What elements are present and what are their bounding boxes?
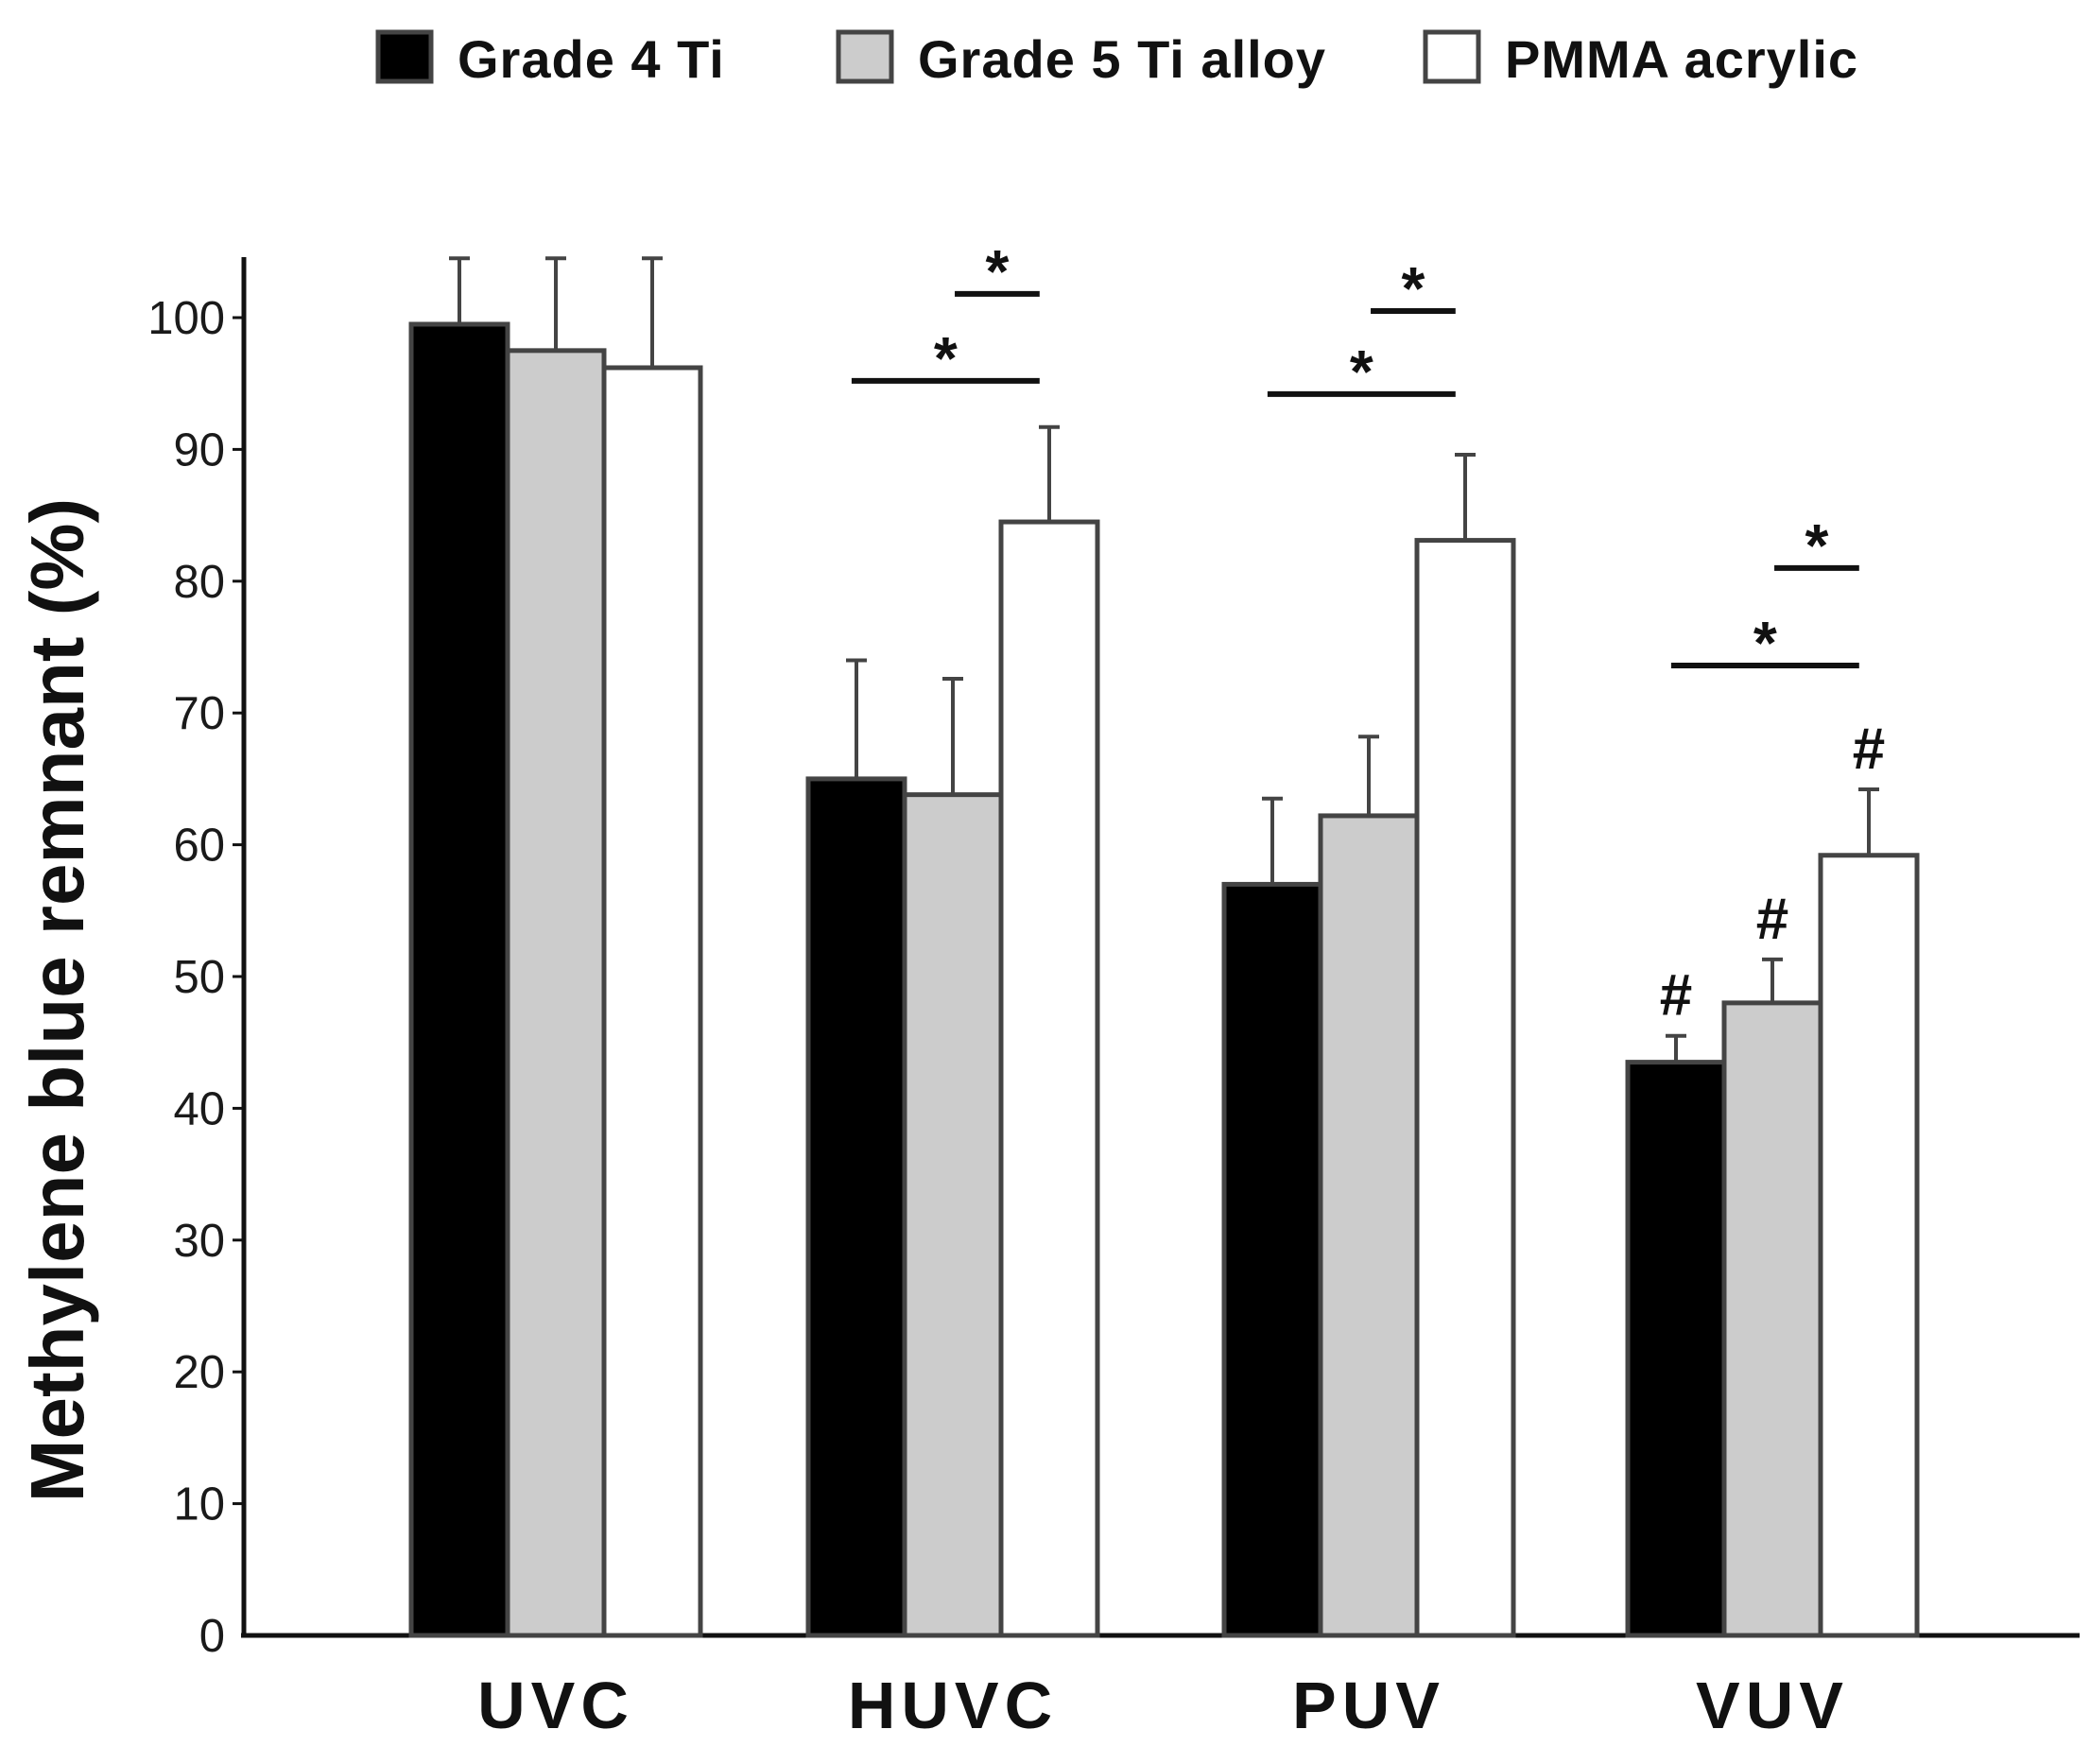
significance-asterisk: * <box>1350 337 1373 406</box>
bar <box>505 348 607 1638</box>
bar <box>1625 1060 1727 1638</box>
legend-label: Grade 5 Ti alloy <box>918 29 1326 89</box>
bars <box>408 256 1920 1638</box>
bar <box>805 776 907 1638</box>
x-category-label: PUV <box>1292 1669 1445 1742</box>
legend-item: Grade 5 Ti alloy <box>836 29 1326 89</box>
legend-item: Grade 4 Ti <box>375 29 725 89</box>
y-tick-label: 10 <box>173 1479 225 1531</box>
y-tick-label: 90 <box>173 424 225 476</box>
bar <box>408 321 510 1638</box>
significance-annotations: * * * * * * # # # <box>851 237 1885 1029</box>
bar <box>601 365 703 1638</box>
y-tick-label: 80 <box>173 557 225 608</box>
bar <box>998 519 1100 1638</box>
y-axis-label: Methylene blue remnant (%) <box>15 498 99 1502</box>
significance-hash: # <box>1756 887 1788 952</box>
bar <box>1721 1000 1823 1638</box>
significance-asterisk: * <box>1805 511 1828 579</box>
legend-swatch <box>1423 29 1481 84</box>
bar <box>1221 881 1323 1638</box>
y-tick-label: 30 <box>173 1216 225 1267</box>
y-tick-label: 20 <box>173 1347 225 1398</box>
bar <box>902 792 1004 1638</box>
bar <box>1318 813 1420 1638</box>
y-tick-label: 70 <box>173 688 225 739</box>
y-tick-label: 100 <box>147 293 225 344</box>
significance-asterisk: * <box>1753 609 1777 677</box>
bar <box>1414 538 1516 1638</box>
x-category-label: UVC <box>477 1669 634 1742</box>
significance-asterisk: * <box>985 237 1009 305</box>
legend-swatch <box>836 29 894 84</box>
significance-hash: # <box>1853 717 1885 782</box>
y-tick-label: 40 <box>173 1083 225 1134</box>
legend-swatch <box>375 29 434 84</box>
significance-asterisk: * <box>1401 254 1425 322</box>
legend-item: PMMA acrylic <box>1423 29 1858 89</box>
x-category-label: VUV <box>1696 1669 1849 1742</box>
legend: Grade 4 Ti Grade 5 Ti alloy PMMA acrylic <box>375 29 1858 89</box>
significance-asterisk: * <box>934 324 958 392</box>
y-tick-label: 0 <box>199 1611 225 1662</box>
y-tick-label: 60 <box>173 821 225 872</box>
legend-label: Grade 4 Ti <box>458 29 725 89</box>
y-axis: 0 10 20 30 40 50 60 70 80 90 100 <box>147 257 247 1662</box>
y-tick-label: 50 <box>173 952 225 1003</box>
legend-label: PMMA acrylic <box>1505 29 1858 89</box>
bar <box>1818 853 1920 1638</box>
x-axis: UVC HUVC PUV VUV <box>241 1633 2080 1742</box>
significance-hash: # <box>1660 963 1692 1029</box>
x-category-label: HUVC <box>848 1669 1058 1742</box>
